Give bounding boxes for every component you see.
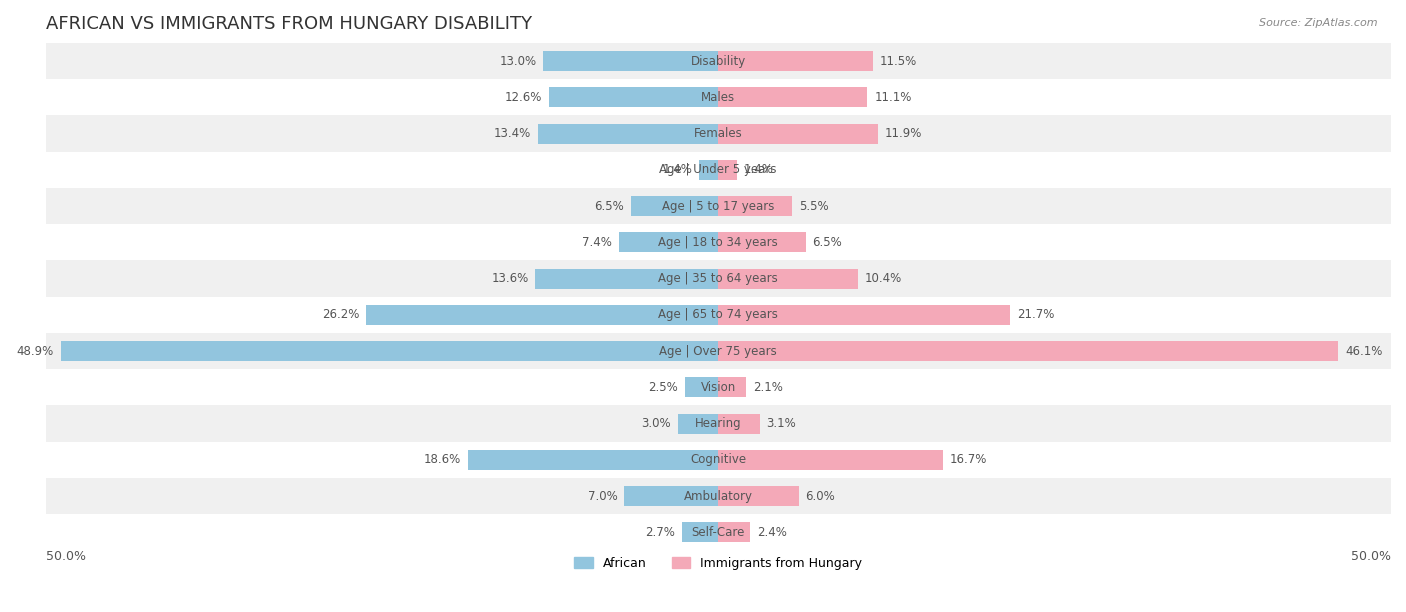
Bar	[46, 297, 1391, 333]
Text: 2.5%: 2.5%	[648, 381, 678, 394]
Bar	[718, 269, 858, 288]
Bar	[46, 43, 1391, 79]
Bar	[46, 188, 1391, 224]
Text: AFRICAN VS IMMIGRANTS FROM HUNGARY DISABILITY: AFRICAN VS IMMIGRANTS FROM HUNGARY DISAB…	[46, 15, 531, 33]
Text: 2.4%: 2.4%	[758, 526, 787, 539]
Text: Ambulatory: Ambulatory	[683, 490, 752, 502]
Bar	[718, 414, 759, 433]
Bar	[718, 160, 737, 180]
Text: 3.0%: 3.0%	[641, 417, 671, 430]
Bar	[536, 269, 718, 288]
Text: 2.1%: 2.1%	[754, 381, 783, 394]
Bar	[366, 305, 718, 325]
Bar	[718, 341, 1339, 361]
Bar	[46, 152, 1391, 188]
Text: 2.7%: 2.7%	[645, 526, 675, 539]
Bar	[46, 79, 1391, 116]
Text: Disability: Disability	[690, 54, 745, 67]
Bar	[631, 196, 718, 216]
Text: 11.5%: 11.5%	[880, 54, 917, 67]
Text: 6.5%: 6.5%	[595, 200, 624, 212]
Bar	[682, 523, 718, 542]
Text: 13.0%: 13.0%	[499, 54, 537, 67]
Bar	[699, 160, 718, 180]
Text: 46.1%: 46.1%	[1346, 345, 1382, 357]
Bar	[46, 116, 1391, 152]
Bar	[624, 486, 718, 506]
Text: Age | Over 75 years: Age | Over 75 years	[659, 345, 778, 357]
Bar	[60, 341, 718, 361]
Text: 1.4%: 1.4%	[744, 163, 773, 176]
Text: 7.0%: 7.0%	[588, 490, 617, 502]
Bar	[718, 51, 873, 71]
Text: 11.1%: 11.1%	[875, 91, 911, 104]
Text: 6.5%: 6.5%	[813, 236, 842, 249]
Text: 50.0%: 50.0%	[1351, 551, 1391, 564]
Text: 12.6%: 12.6%	[505, 91, 541, 104]
Text: Hearing: Hearing	[695, 417, 741, 430]
Bar	[538, 124, 718, 143]
Text: 48.9%: 48.9%	[17, 345, 53, 357]
Legend: African, Immigrants from Hungary: African, Immigrants from Hungary	[569, 551, 868, 575]
Bar	[46, 442, 1391, 478]
Text: Age | 18 to 34 years: Age | 18 to 34 years	[658, 236, 778, 249]
Text: 13.6%: 13.6%	[491, 272, 529, 285]
Text: Age | 35 to 64 years: Age | 35 to 64 years	[658, 272, 778, 285]
Text: Vision: Vision	[700, 381, 735, 394]
Text: Source: ZipAtlas.com: Source: ZipAtlas.com	[1260, 18, 1378, 28]
Bar	[718, 523, 751, 542]
Text: Males: Males	[702, 91, 735, 104]
Bar	[685, 378, 718, 397]
Text: 21.7%: 21.7%	[1017, 308, 1054, 321]
Text: 18.6%: 18.6%	[425, 453, 461, 466]
Text: Age | 5 to 17 years: Age | 5 to 17 years	[662, 200, 775, 212]
Bar	[46, 224, 1391, 261]
Text: Age | 65 to 74 years: Age | 65 to 74 years	[658, 308, 778, 321]
Bar	[718, 378, 747, 397]
Bar	[678, 414, 718, 433]
Text: 50.0%: 50.0%	[46, 551, 86, 564]
Bar	[46, 261, 1391, 297]
Text: Age | Under 5 years: Age | Under 5 years	[659, 163, 778, 176]
Bar	[46, 514, 1391, 551]
Bar	[468, 450, 718, 470]
Bar	[718, 124, 879, 143]
Text: 1.4%: 1.4%	[662, 163, 693, 176]
Bar	[718, 88, 868, 107]
Text: Females: Females	[693, 127, 742, 140]
Text: 13.4%: 13.4%	[494, 127, 531, 140]
Text: 5.5%: 5.5%	[799, 200, 828, 212]
Bar	[46, 333, 1391, 369]
Bar	[46, 369, 1391, 406]
Text: Cognitive: Cognitive	[690, 453, 747, 466]
Bar	[718, 486, 799, 506]
Bar	[718, 305, 1010, 325]
Bar	[543, 51, 718, 71]
Text: 11.9%: 11.9%	[884, 127, 922, 140]
Bar	[718, 450, 943, 470]
Text: Self-Care: Self-Care	[692, 526, 745, 539]
Text: 3.1%: 3.1%	[766, 417, 796, 430]
Text: 6.0%: 6.0%	[806, 490, 835, 502]
Text: 10.4%: 10.4%	[865, 272, 903, 285]
Bar	[619, 233, 718, 252]
Text: 16.7%: 16.7%	[949, 453, 987, 466]
Text: 7.4%: 7.4%	[582, 236, 612, 249]
Bar	[46, 478, 1391, 514]
Bar	[46, 406, 1391, 442]
Bar	[718, 233, 806, 252]
Text: 26.2%: 26.2%	[322, 308, 359, 321]
Bar	[718, 196, 792, 216]
Bar	[548, 88, 718, 107]
